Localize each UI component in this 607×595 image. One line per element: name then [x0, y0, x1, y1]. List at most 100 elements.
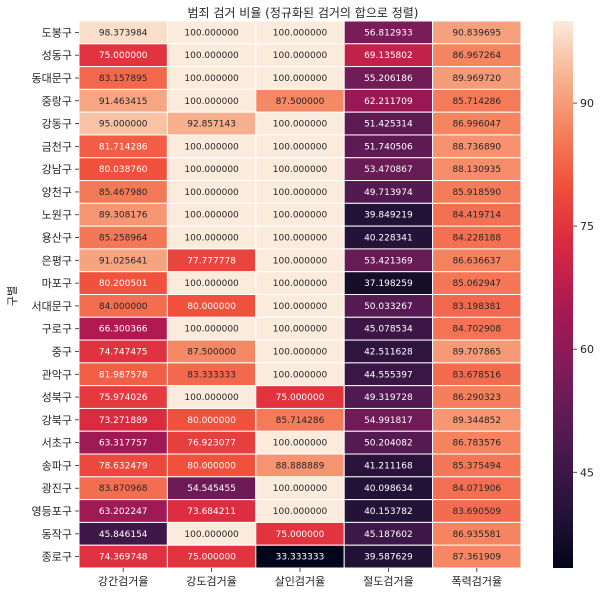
cell-value-label: 100.000000	[184, 393, 239, 403]
cell-value-label: 76.923077	[187, 439, 236, 449]
row-label: 송파구	[42, 459, 72, 472]
cell-value-label: 51.425314	[364, 120, 413, 130]
cell-value-label: 84.702908	[452, 325, 501, 335]
cell-value-label: 45.187602	[364, 530, 413, 540]
row-label: 동작구	[42, 528, 72, 541]
cell-value-label: 50.033267	[364, 302, 413, 312]
cell-value-label: 90.839695	[452, 28, 501, 38]
row-label: 마포구	[42, 277, 72, 290]
cell-value-label: 49.713974	[364, 188, 413, 198]
cell-value-label: 88.736890	[452, 142, 501, 152]
cell-value-label: 100.000000	[273, 120, 328, 130]
cell-value-label: 100.000000	[184, 97, 239, 107]
cell-value-label: 41.211168	[364, 461, 413, 471]
cell-value-label: 85.258964	[99, 234, 148, 244]
cell-value-label: 39.849219	[364, 211, 413, 221]
cell-value-label: 83.870968	[99, 484, 148, 494]
colorbar-gradient	[553, 21, 573, 568]
row-label: 광진구	[42, 482, 72, 495]
cell-value-label: 100.000000	[273, 347, 328, 357]
cell-value-label: 100.000000	[273, 211, 328, 221]
cell-value-label: 75.974026	[99, 393, 148, 403]
column-label: 강간검거율	[98, 575, 149, 588]
cell-value-label: 91.025641	[99, 256, 148, 266]
row-label: 서초구	[42, 437, 72, 450]
cell-value-label: 84.228188	[452, 234, 501, 244]
row-label: 성북구	[42, 391, 72, 404]
cell-value-label: 100.000000	[273, 28, 328, 38]
cell-value-label: 87.361909	[452, 553, 501, 563]
row-label: 관악구	[42, 368, 72, 381]
row-label: 종로구	[42, 551, 72, 564]
cell-value-label: 83.198381	[452, 302, 501, 312]
cell-value-label: 45.846154	[99, 530, 148, 540]
column-label: 강도검거율	[186, 575, 237, 588]
cell-value-label: 50.204082	[364, 439, 413, 449]
row-label: 중구	[52, 345, 72, 358]
column-label: 살인검거율	[275, 575, 326, 588]
heatmap-cells: 98.373984 100.000000 100.000000 56.812933 90…	[78, 20, 522, 569]
cell-value-label: 84.071906	[452, 484, 501, 494]
cell-value-label: 53.421369	[364, 256, 413, 266]
cell-value-label: 42.511628	[364, 347, 413, 357]
cell-value-label: 81.987578	[99, 370, 148, 380]
cell-value-label: 85.714286	[452, 97, 501, 107]
cell-value-label: 100.000000	[184, 234, 239, 244]
colorbar-tick-label: 75	[580, 220, 594, 233]
column-label: 폭력검거율	[451, 575, 502, 588]
cell-value-label: 88.888889	[276, 461, 325, 471]
cell-value-label: 83.690509	[452, 507, 501, 517]
cell-value-label: 49.319728	[364, 393, 413, 403]
row-label: 강동구	[42, 118, 72, 131]
cell-value-label: 89.344852	[452, 416, 501, 426]
cell-value-label: 100.000000	[184, 28, 239, 38]
cell-value-label: 75.000000	[187, 553, 236, 563]
cell-value-label: 100.000000	[273, 165, 328, 175]
cell-value-label: 92.857143	[187, 120, 236, 130]
cell-value-label: 45.078534	[364, 325, 413, 335]
row-label: 강남구	[42, 163, 72, 176]
cell-value-label: 83.678516	[452, 370, 501, 380]
colorbar: 45 60 75 90	[553, 21, 594, 568]
row-label: 노원구	[42, 209, 72, 222]
cell-value-label: 75.000000	[276, 393, 325, 403]
cell-value-label: 100.000000	[273, 302, 328, 312]
cell-value-label: 100.000000	[273, 51, 328, 61]
cell-value-label: 85.467980	[99, 188, 148, 198]
cell-value-label: 88.130935	[452, 165, 501, 175]
cell-value-label: 85.918590	[452, 188, 501, 198]
cell-value-label: 51.740506	[364, 142, 413, 152]
cell-value-label: 100.000000	[273, 74, 328, 84]
chart-title: 범죄 검거 비율 (정규화된 검거의 합으로 정렬)	[188, 6, 419, 20]
cell-value-label: 83.157895	[99, 74, 148, 84]
cell-value-label: 80.000000	[187, 416, 236, 426]
cell-value-label: 100.000000	[273, 279, 328, 289]
cell-value-label: 54.991817	[364, 416, 413, 426]
cell-value-label: 86.636637	[452, 256, 501, 266]
colorbar-tick-label: 60	[580, 343, 594, 356]
cell-value-label: 89.707865	[452, 347, 501, 357]
cell-value-label: 40.153782	[364, 507, 413, 517]
cell-value-label: 54.545455	[187, 484, 236, 494]
cell-value-label: 100.000000	[184, 142, 239, 152]
cell-value-label: 74.369748	[99, 553, 148, 563]
cell-value-label: 100.000000	[273, 507, 328, 517]
cell-value-label: 83.333333	[187, 370, 236, 380]
cell-value-label: 100.000000	[273, 256, 328, 266]
cell-value-label: 73.684211	[187, 507, 236, 517]
row-label: 성동구	[42, 49, 72, 62]
cell-value-label: 100.000000	[273, 439, 328, 449]
cell-value-label: 56.812933	[364, 28, 413, 38]
column-label: 절도검거율	[363, 575, 414, 588]
cell-value-label: 40.228341	[364, 234, 413, 244]
cell-value-label: 85.714286	[276, 416, 325, 426]
cell-value-label: 62.211709	[364, 97, 413, 107]
cell-value-label: 55.206186	[364, 74, 413, 84]
cell-value-label: 53.470867	[364, 165, 413, 175]
cell-value-label: 84.419714	[452, 211, 501, 221]
cell-value-label: 33.333333	[276, 553, 325, 563]
cell-value-label: 85.062947	[452, 279, 501, 289]
cell-value-label: 77.777778	[187, 256, 236, 266]
cell-value-label: 100.000000	[184, 530, 239, 540]
cell-value-label: 95.000000	[99, 120, 148, 130]
